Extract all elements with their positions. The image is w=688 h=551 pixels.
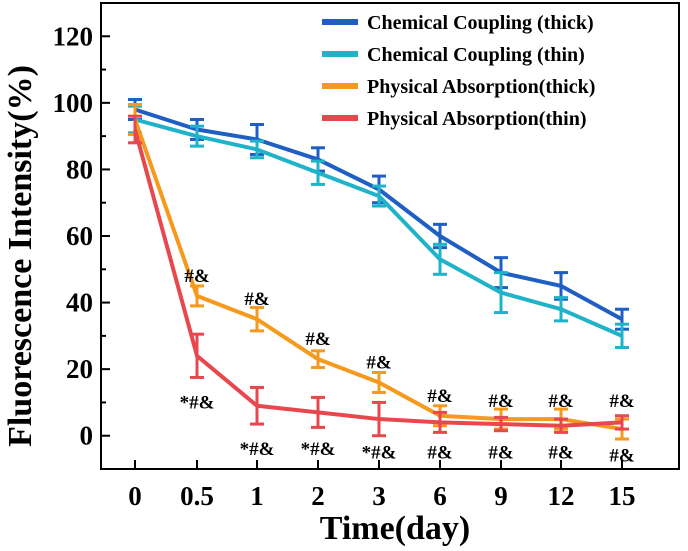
x-tick-label: 0 (128, 481, 142, 511)
significance-label: #& (488, 391, 513, 412)
significance-label: #& (427, 386, 452, 407)
annotation-group: #& #& #& #& #& #& #& #& *#& *#& *#& *#& #& #& #& #& (180, 266, 635, 467)
significance-label: *#& (301, 439, 336, 460)
y-tick-label: 40 (66, 288, 93, 318)
series-line (133, 118, 623, 432)
significance-label: #& (548, 391, 573, 412)
series-chemical-coupling-thick (128, 98, 629, 331)
series-group (128, 98, 629, 441)
significance-label: #& (609, 446, 634, 467)
y-tick-label: 20 (66, 354, 93, 384)
significance-label: *#& (362, 442, 397, 463)
legend-item: Chemical Coupling (thick) (322, 12, 594, 34)
y-tick-label: 120 (53, 21, 94, 51)
significance-label: *#& (180, 392, 215, 413)
series-physical-absorption-thin (128, 114, 629, 438)
significance-label: #& (488, 442, 513, 463)
x-tick-label: 1 (250, 481, 264, 511)
significance-label: #& (366, 352, 391, 373)
series-line (133, 128, 623, 428)
legend: Chemical Coupling (thick) Chemical Coupli… (322, 12, 595, 130)
x-tick-label: 0.5 (180, 481, 214, 511)
y-tick-label: 0 (80, 421, 94, 451)
x-axis-title: Time(day) (320, 510, 470, 547)
x-tick-label: 2 (311, 481, 325, 511)
legend-label: Physical Absorption(thin) (367, 108, 586, 130)
x-tick-label: 6 (433, 481, 447, 511)
series-line (134, 117, 623, 338)
legend-label: Chemical Coupling (thick) (367, 12, 594, 34)
significance-label: #& (184, 266, 209, 287)
y-tick-label: 100 (53, 88, 94, 118)
x-tick-label: 15 (609, 481, 636, 511)
x-tick-label: 3 (372, 481, 386, 511)
legend-item: Physical Absorption(thick) (322, 76, 595, 98)
series-line (134, 107, 623, 321)
x-tick-label: 9 (494, 481, 508, 511)
legend-item: Physical Absorption(thin) (322, 108, 586, 130)
y-tick-label: 80 (66, 154, 93, 184)
significance-label: #& (427, 442, 452, 463)
significance-label: *#& (240, 439, 275, 460)
legend-label: Physical Absorption(thick) (367, 76, 595, 98)
significance-label: #& (244, 289, 269, 310)
significance-label: #& (305, 329, 330, 350)
y-tick-label: 60 (66, 221, 93, 251)
legend-label: Chemical Coupling (thin) (367, 44, 585, 66)
x-tick-label: 12 (548, 481, 575, 511)
significance-label: #& (609, 391, 634, 412)
series-chemical-coupling-thin (128, 104, 629, 350)
legend-item: Chemical Coupling (thin) (322, 44, 585, 66)
y-axis-title: Fluorescence Intensity(%) (2, 65, 39, 447)
significance-label: #& (548, 442, 573, 463)
